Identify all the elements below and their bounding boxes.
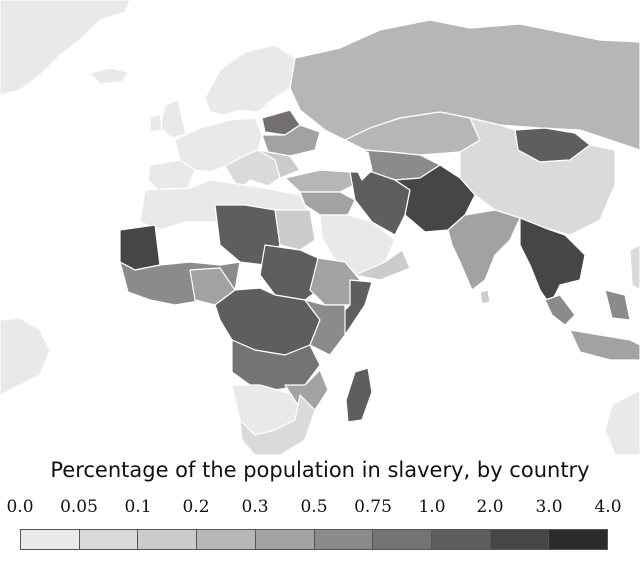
region-southeast-asia xyxy=(519,217,586,306)
region-greenland xyxy=(0,0,131,96)
region-india xyxy=(447,209,521,291)
legend-swatch xyxy=(549,530,608,549)
legend-tick: 3.0 xyxy=(535,497,563,517)
region-mauritania xyxy=(119,224,161,271)
legend-tick: 0.1 xyxy=(124,497,152,517)
legend-tick: 2.0 xyxy=(476,497,504,517)
region-russia xyxy=(289,19,640,151)
legend-tick: 0.2 xyxy=(182,497,210,517)
region-turkey xyxy=(284,169,361,193)
legend-tick: 0.5 xyxy=(300,497,328,517)
region-caspian-sea xyxy=(354,151,373,181)
region-angola-zambia xyxy=(231,339,321,391)
legend-tick: 4.0 xyxy=(594,497,622,517)
region-egypt xyxy=(274,209,316,251)
legend-tick: 0.75 xyxy=(354,497,392,517)
world-map xyxy=(0,0,640,455)
legend-tick: 1.0 xyxy=(418,497,446,517)
legend-tick: 0.3 xyxy=(241,497,269,517)
region-yemen-oman xyxy=(354,249,411,281)
region-black-sea xyxy=(297,153,331,169)
region-iberia xyxy=(147,159,196,193)
legend-tick: 0.05 xyxy=(60,497,98,517)
legend-swatch xyxy=(197,530,256,549)
region-scandinavia xyxy=(204,44,296,116)
legend-swatch xyxy=(79,530,139,549)
region-philippines xyxy=(604,289,631,321)
legend-tick-labels: 0.0 0.05 0.1 0.2 0.3 0.5 0.75 1.0 2.0 3.… xyxy=(0,497,640,523)
legend-swatch xyxy=(21,530,80,549)
region-australia xyxy=(604,389,640,455)
region-indonesia xyxy=(569,329,640,361)
region-madagascar xyxy=(345,367,373,423)
region-east-africa xyxy=(304,299,346,356)
region-eastern-europe xyxy=(257,149,301,179)
region-south-america xyxy=(0,317,51,396)
region-iceland xyxy=(89,67,129,85)
legend-swatch xyxy=(314,530,374,549)
legend-swatch xyxy=(490,530,550,549)
legend-tick: 0.0 xyxy=(6,497,34,517)
region-south-africa xyxy=(239,394,316,455)
region-pacific-east xyxy=(629,244,640,291)
region-malaysia xyxy=(544,294,576,326)
legend-swatch xyxy=(255,530,315,549)
region-ireland xyxy=(149,113,163,133)
legend-swatch xyxy=(138,530,198,549)
legend-swatch xyxy=(373,530,432,549)
legend-color-scale xyxy=(20,529,608,550)
region-sri-lanka xyxy=(479,289,491,305)
legend-swatch xyxy=(431,530,491,549)
legend-title: Percentage of the population in slavery,… xyxy=(50,458,590,482)
region-uk xyxy=(159,99,187,139)
